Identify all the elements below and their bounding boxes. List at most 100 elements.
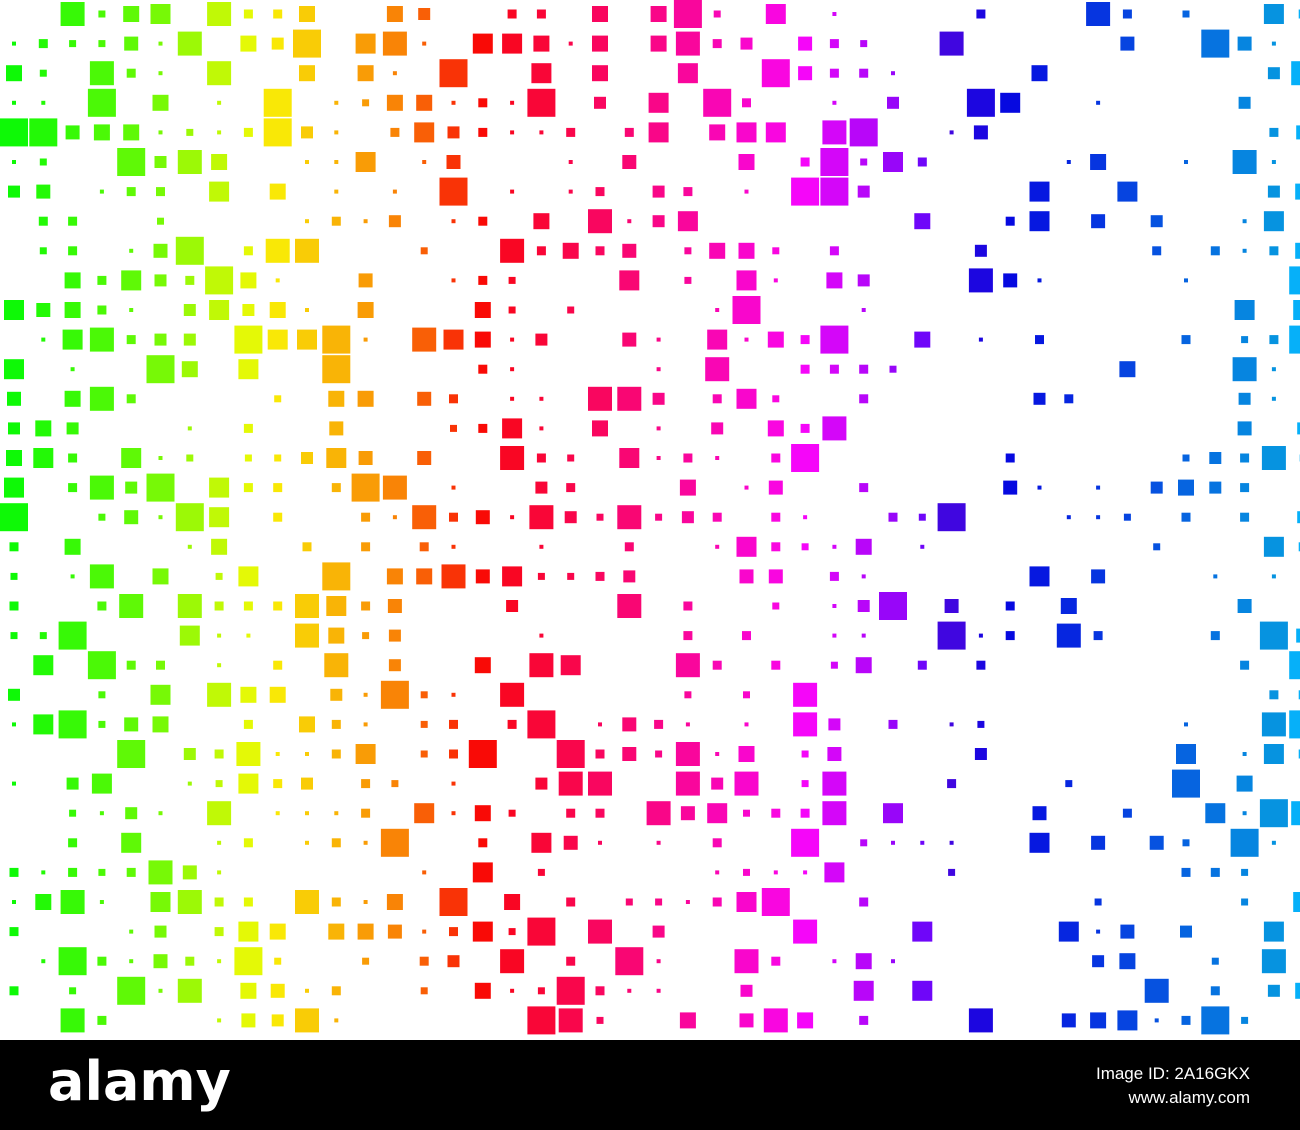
square bbox=[240, 272, 257, 289]
square bbox=[1297, 511, 1300, 524]
square bbox=[179, 625, 200, 646]
square bbox=[98, 40, 106, 48]
square bbox=[388, 215, 401, 228]
square bbox=[215, 780, 223, 788]
square bbox=[1240, 453, 1250, 463]
square bbox=[1000, 92, 1021, 113]
square bbox=[1181, 867, 1191, 877]
square bbox=[154, 156, 167, 168]
square bbox=[800, 808, 810, 818]
square bbox=[451, 544, 456, 549]
square bbox=[655, 513, 663, 521]
square bbox=[793, 919, 818, 944]
square bbox=[533, 213, 550, 230]
square bbox=[652, 925, 665, 938]
square bbox=[736, 536, 757, 557]
square bbox=[937, 503, 966, 532]
square bbox=[800, 364, 810, 374]
square bbox=[703, 88, 732, 117]
square bbox=[474, 982, 491, 999]
square bbox=[150, 684, 171, 705]
square bbox=[507, 9, 517, 19]
square bbox=[736, 892, 757, 912]
square bbox=[1122, 9, 1132, 19]
square bbox=[527, 1006, 556, 1035]
square bbox=[301, 126, 313, 139]
square bbox=[60, 2, 85, 26]
square bbox=[1096, 515, 1101, 520]
square bbox=[1005, 216, 1015, 226]
square bbox=[126, 187, 136, 197]
square bbox=[1120, 924, 1135, 939]
square bbox=[539, 396, 544, 401]
square bbox=[420, 987, 428, 995]
square bbox=[566, 956, 576, 966]
square bbox=[715, 308, 720, 312]
square bbox=[917, 157, 927, 167]
square bbox=[683, 631, 693, 641]
square bbox=[1029, 566, 1050, 587]
square bbox=[387, 924, 402, 939]
square bbox=[707, 329, 728, 350]
square bbox=[439, 59, 468, 88]
square bbox=[58, 621, 87, 650]
square bbox=[1261, 949, 1286, 974]
square bbox=[1091, 214, 1106, 229]
square bbox=[12, 160, 16, 164]
square bbox=[529, 505, 554, 530]
square bbox=[305, 988, 309, 993]
square bbox=[330, 688, 343, 701]
square bbox=[801, 750, 809, 758]
square bbox=[126, 394, 136, 404]
square bbox=[767, 331, 784, 348]
square bbox=[355, 152, 376, 172]
square bbox=[1271, 160, 1276, 164]
square bbox=[89, 327, 114, 352]
square bbox=[355, 744, 376, 764]
square bbox=[739, 1013, 754, 1028]
square bbox=[158, 988, 163, 993]
square bbox=[98, 868, 106, 876]
square bbox=[592, 420, 608, 437]
square bbox=[595, 986, 605, 996]
square bbox=[1298, 749, 1300, 759]
square bbox=[1037, 485, 1042, 490]
square bbox=[334, 160, 339, 164]
square bbox=[680, 806, 695, 821]
square bbox=[234, 325, 263, 354]
square bbox=[798, 36, 813, 51]
square bbox=[361, 779, 371, 789]
square bbox=[772, 395, 780, 403]
square bbox=[305, 752, 309, 756]
square bbox=[793, 682, 818, 707]
square bbox=[64, 302, 81, 318]
square bbox=[566, 127, 576, 137]
square bbox=[1090, 1012, 1107, 1029]
square bbox=[859, 483, 869, 493]
square bbox=[1144, 978, 1169, 1003]
square bbox=[588, 771, 612, 796]
square bbox=[99, 811, 104, 816]
square bbox=[158, 811, 163, 816]
square bbox=[209, 181, 230, 202]
square bbox=[331, 483, 341, 493]
square bbox=[150, 892, 171, 912]
square bbox=[123, 6, 140, 22]
square bbox=[1031, 65, 1048, 82]
square bbox=[888, 512, 898, 522]
square bbox=[186, 454, 194, 462]
square bbox=[89, 564, 114, 589]
square bbox=[416, 94, 433, 111]
square bbox=[418, 8, 431, 20]
square bbox=[236, 742, 261, 766]
square bbox=[363, 219, 368, 224]
square bbox=[322, 562, 351, 591]
square bbox=[265, 238, 290, 263]
square bbox=[712, 660, 722, 670]
square bbox=[35, 894, 52, 910]
square bbox=[510, 189, 515, 194]
square bbox=[39, 158, 47, 166]
square bbox=[1005, 631, 1015, 641]
square bbox=[362, 957, 370, 965]
square bbox=[449, 927, 458, 937]
